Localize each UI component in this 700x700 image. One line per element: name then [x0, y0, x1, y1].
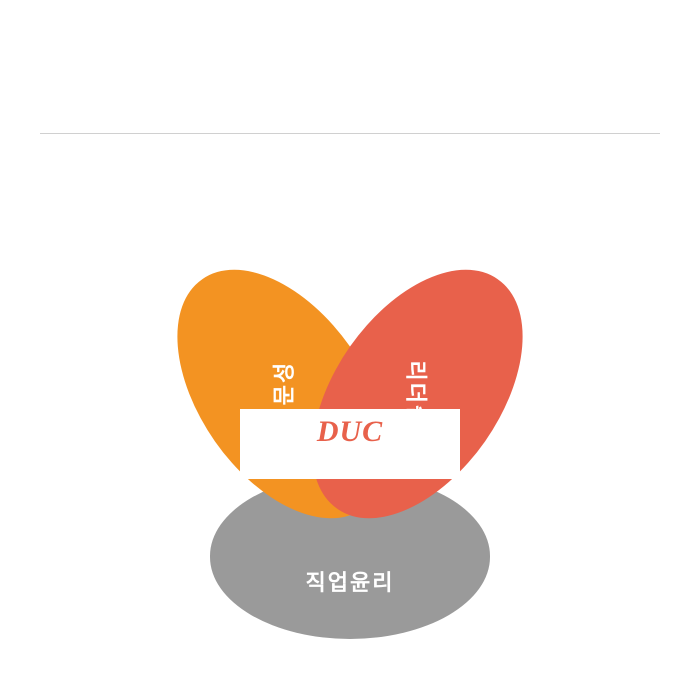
page-title: 인재상: [0, 40, 700, 80]
center-badge: DUC 대동유씨엠 인재상: [240, 409, 460, 479]
center-caption: 대동유씨엠 인재상: [240, 451, 460, 471]
header: 인재상 대동유씨엠이 원하는 인재상: [0, 0, 700, 111]
label-top-left: 전문성을 갖춘 인재: [110, 179, 310, 203]
label-bottom: 직업윤리를 갖춘 인재: [230, 649, 470, 673]
divider: [40, 133, 660, 134]
petal-bottom-text: 직업윤리: [306, 565, 395, 597]
page-subtitle: 대동유씨엠이 원하는 인재상: [0, 90, 700, 111]
label-top-right: 리더쉽을 갖춘 인재: [390, 179, 590, 203]
center-logo: DUC: [240, 415, 460, 449]
talent-diagram: 전문성을 갖춘 인재 리더쉽을 갖춘 인재 직업윤리를 갖춘 인재 직업윤리 전…: [0, 144, 700, 684]
